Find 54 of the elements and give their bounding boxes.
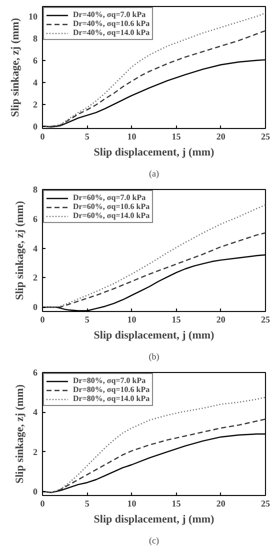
- y-tick-label: 4: [33, 243, 38, 254]
- y-tick-label: 6: [33, 214, 38, 224]
- text: (c): [149, 536, 160, 546]
- x-axis-title: Slip displacement, j (mm): [94, 146, 215, 158]
- y-tick-label: 8: [33, 184, 38, 194]
- x-tick-label: 10: [127, 132, 137, 142]
- x-tick-label: 20: [216, 314, 226, 324]
- x-tick-label: 5: [84, 314, 90, 324]
- x-tick-label: 5: [84, 498, 90, 508]
- line-series: [42, 232, 266, 308]
- x-tick-label: 0: [40, 132, 46, 142]
- x-tick-label: 25: [261, 314, 270, 324]
- legend-label: Dr=40%, σq=7.0 kPa: [73, 10, 146, 19]
- y-tick-label: 10: [28, 11, 38, 22]
- line-series: [42, 204, 266, 308]
- y-axis-title: Slip sinkage, zj (mm): [10, 18, 22, 117]
- x-tick-label: 0: [40, 314, 46, 324]
- y-tick-label: 2: [33, 272, 38, 283]
- x-tick-label: 15: [172, 314, 182, 324]
- x-tick-label: 25: [261, 498, 270, 508]
- legend-label: Dr=60%, σq=10.6 kPa: [73, 202, 150, 211]
- text: (b): [148, 352, 160, 362]
- y-tick-label: 0: [33, 121, 38, 132]
- legend-label: Dr=80%, σq=10.6 kPa: [73, 385, 150, 394]
- legend-label: Dr=60%, σq=7.0 kPa: [73, 193, 146, 202]
- y-tick-label: 6: [33, 55, 38, 66]
- x-tick-label: 15: [172, 132, 182, 142]
- text: (a): [149, 168, 160, 178]
- x-tick-label: 20: [216, 498, 226, 508]
- x-tick-label: 0: [40, 498, 46, 508]
- y-tick-label: 6: [33, 368, 38, 378]
- y-tick-label: 0: [33, 302, 38, 312]
- x-tick-label: 10: [127, 314, 137, 324]
- y-axis-title: Slip sinkage, zj (mm): [14, 384, 26, 484]
- legend-label: Dr=80%, σq=7.0 kPa: [73, 376, 146, 385]
- legend-label: Dr=80%, σq=14.0 kPa: [73, 394, 150, 403]
- x-tick-label: 15: [172, 498, 182, 508]
- line-series: [42, 12, 266, 127]
- y-tick-label: 8: [33, 33, 38, 44]
- y-tick-label: 4: [33, 77, 38, 88]
- x-tick-label: 5: [84, 132, 90, 142]
- x-tick-label: 25: [261, 132, 270, 142]
- x-axis-title: Slip displacement, j (mm): [94, 514, 215, 526]
- y-tick-label: 4: [33, 407, 38, 418]
- legend-label: Dr=40%, σq=14.0 kPa: [73, 28, 150, 37]
- y-axis-title: Slip sinkage, zj (mm): [14, 200, 26, 300]
- x-tick-label: 20: [216, 132, 226, 142]
- legend-label: Dr=40%, σq=10.6 kPa: [73, 19, 150, 28]
- y-tick-label: 2: [33, 99, 38, 110]
- legend-label: Dr=60%, σq=14.0 kPa: [73, 211, 150, 220]
- x-axis-title: Slip displacement, j (mm): [94, 330, 215, 342]
- y-tick-label: 2: [33, 446, 38, 457]
- x-tick-label: 10: [127, 498, 137, 508]
- y-tick-label: 0: [33, 486, 38, 497]
